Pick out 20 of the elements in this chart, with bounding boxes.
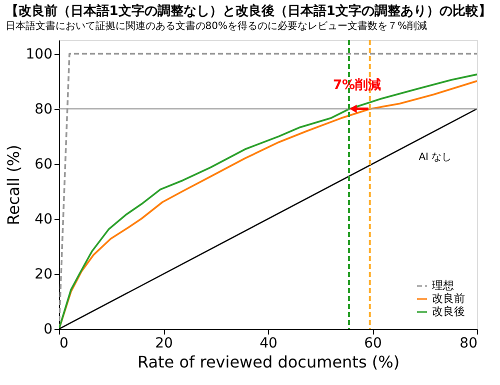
x-tick-label: 40 (260, 336, 278, 352)
chart-subtitle: 日本語文書において証拠に関連のある文書の80%を得るのに必要なレビュー文書数を７%削減 (5, 20, 428, 32)
y-axis-title: Recall (%) (4, 144, 23, 226)
y-tick-label: 40 (34, 211, 52, 228)
annotation: AI なし (418, 152, 452, 163)
x-tick-label: 0 (60, 336, 68, 352)
x-tick-label: 80 (460, 336, 478, 352)
legend-label: 改良前 (432, 292, 465, 305)
y-tick-label: 80 (34, 101, 52, 118)
x-tick-label: 60 (364, 336, 382, 352)
y-tick-label: 0 (44, 322, 52, 338)
annotation: 7%削減 (332, 78, 382, 93)
x-tick-label: 20 (155, 336, 173, 352)
y-tick-label: 100 (26, 46, 52, 62)
legend-label: 理想 (432, 279, 454, 292)
legend-label: 改良後 (432, 305, 465, 318)
chart-title: 【改良前（日本語1文字の調整なし）と改良後（日本語1文字の調整あり）の比較】 (5, 3, 492, 19)
x-axis-title: Rate of reviewed documents (%) (137, 352, 400, 372)
y-tick-label: 20 (34, 266, 52, 282)
y-tick-label: 60 (34, 156, 52, 172)
